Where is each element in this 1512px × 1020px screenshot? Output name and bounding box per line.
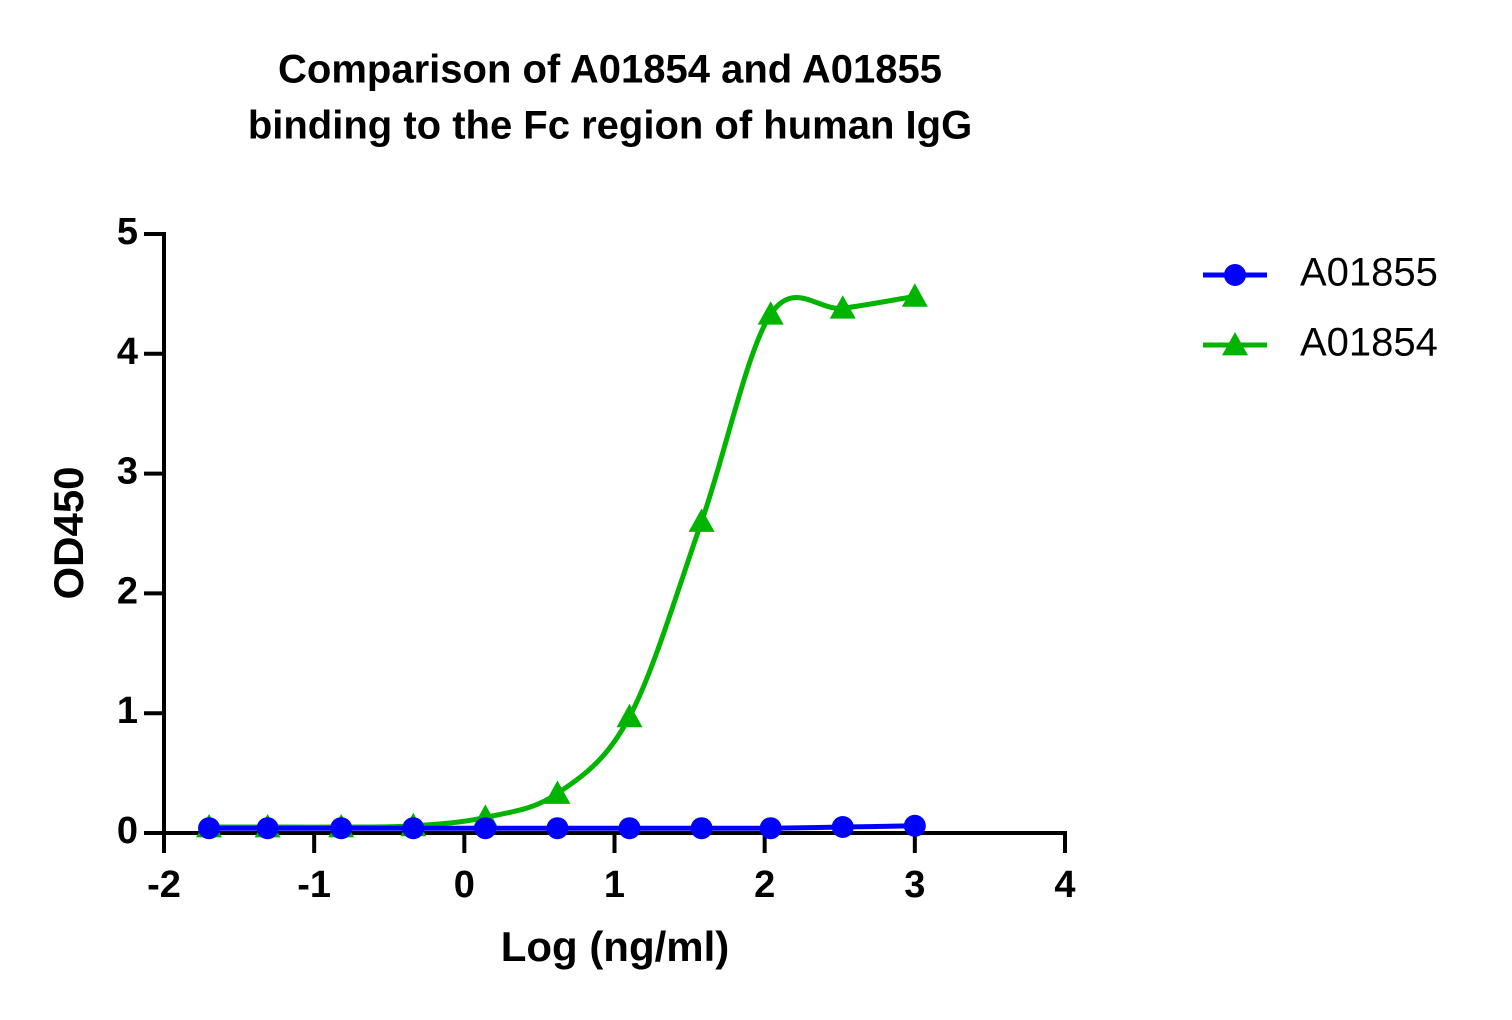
x-tick-label: 3	[904, 864, 925, 906]
x-axis-label: Log (ng/ml)	[501, 923, 730, 970]
legend-marker	[1224, 264, 1246, 286]
data-point	[546, 817, 569, 840]
y-axis-label: OD450	[45, 466, 92, 599]
data-point	[831, 816, 854, 839]
y-tick-label: 5	[117, 211, 138, 253]
chart-title: Comparison of A01854 and A01855	[278, 48, 942, 92]
data-point	[829, 295, 856, 319]
x-tick-label: 4	[1054, 864, 1075, 906]
y-tick-label: 0	[117, 810, 138, 852]
data-point	[198, 817, 221, 840]
data-point	[759, 817, 782, 840]
y-tick-label: 2	[117, 570, 138, 612]
y-tick-label: 1	[117, 690, 138, 732]
data-point	[901, 283, 928, 307]
legend-label: A01855	[1300, 251, 1438, 295]
legend-marker	[1222, 332, 1248, 356]
data-point	[256, 817, 279, 840]
data-point	[544, 780, 571, 804]
x-tick-label: 1	[604, 864, 625, 906]
x-tick-label: 0	[454, 864, 475, 906]
data-point	[688, 508, 715, 532]
y-tick-label: 3	[117, 451, 138, 493]
data-point	[474, 817, 497, 840]
series-line	[209, 293, 916, 830]
data-point	[402, 817, 425, 840]
chart-title: binding to the Fc region of human IgG	[248, 104, 972, 148]
data-point	[757, 301, 784, 325]
data-point	[616, 703, 643, 728]
data-point	[330, 817, 353, 840]
data-point	[618, 817, 641, 840]
data-point	[690, 817, 713, 840]
y-tick-label: 4	[117, 331, 138, 373]
x-tick-label: -1	[297, 864, 331, 906]
data-point	[903, 814, 926, 837]
legend-label: A01854	[1300, 321, 1438, 365]
x-tick-label: -2	[147, 864, 181, 906]
x-tick-label: 2	[754, 864, 775, 906]
